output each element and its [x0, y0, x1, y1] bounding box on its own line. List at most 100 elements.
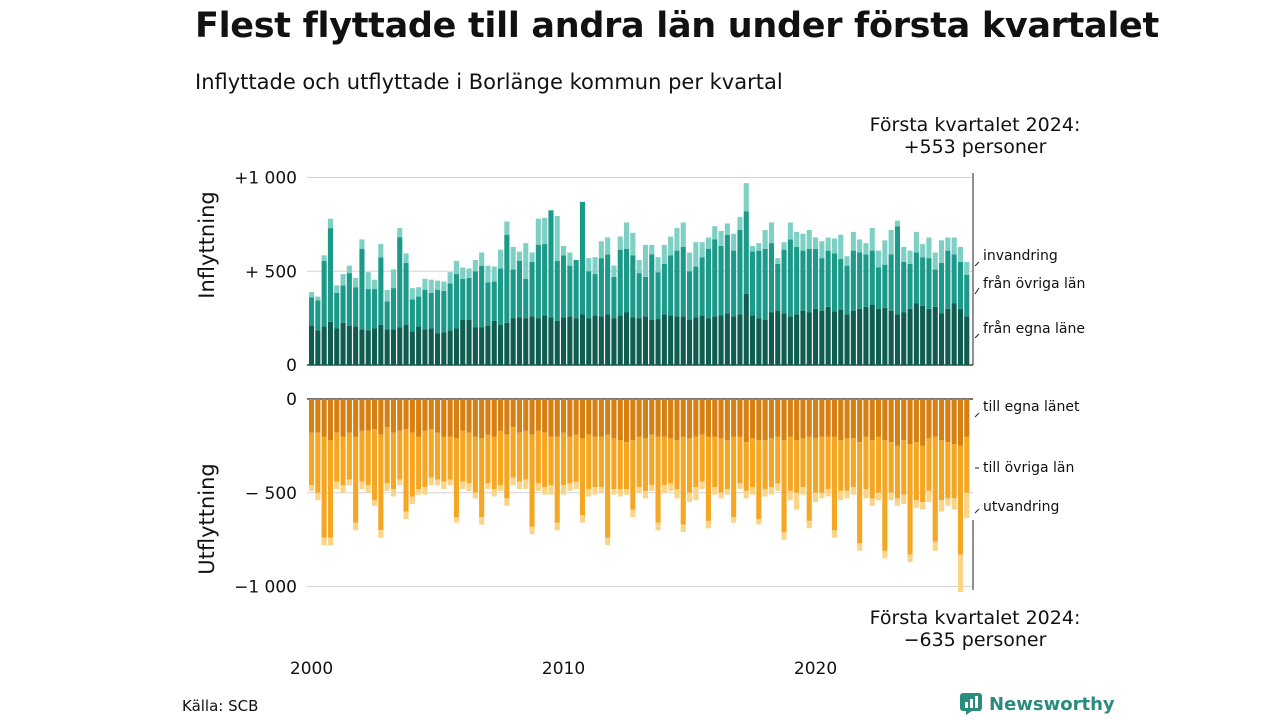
- bar-segment: [756, 318, 762, 365]
- bar-segment: [523, 430, 529, 480]
- bar-segment: [687, 438, 693, 493]
- series-label-leader: [974, 508, 980, 514]
- bar-segment: [479, 438, 485, 518]
- bar-segment: [939, 313, 945, 365]
- bar-segment: [353, 522, 359, 531]
- bar-segment: [309, 432, 315, 486]
- bars: [309, 183, 970, 593]
- bar-segment: [598, 258, 604, 317]
- bar-segment: [535, 430, 541, 484]
- bar-segment: [907, 444, 913, 555]
- bar-segment: [516, 317, 522, 365]
- callout-outflow-line1: Första kvartalet 2024:: [869, 607, 1081, 629]
- bar-segment: [718, 492, 724, 499]
- bar-segment: [932, 269, 938, 307]
- bar-segment: [655, 399, 661, 437]
- bar-segment: [309, 399, 315, 433]
- bar-segment: [617, 399, 623, 441]
- bar-segment: [453, 274, 459, 329]
- bar-segment: [932, 252, 938, 270]
- bar-segment: [327, 399, 333, 441]
- bar-segment: [825, 306, 831, 365]
- bar-segment: [655, 272, 661, 320]
- bar-segment: [447, 479, 453, 486]
- bar-segment: [573, 434, 579, 482]
- bar-segment: [882, 264, 888, 308]
- bar-segment: [661, 399, 667, 437]
- bar-segment: [882, 440, 888, 551]
- bar-segment: [712, 399, 718, 437]
- bar-segment: [359, 248, 365, 330]
- bar-segment: [831, 399, 837, 437]
- bar-segment: [460, 399, 466, 431]
- series-label-leader: [974, 412, 980, 418]
- bar-segment: [964, 316, 970, 365]
- bar-segment: [346, 265, 352, 274]
- bar-segment: [831, 238, 837, 254]
- bar-segment: [894, 498, 900, 506]
- bar-segment: [447, 399, 453, 437]
- bar-segment: [750, 315, 756, 365]
- bar-segment: [334, 328, 340, 365]
- bar-segment: [390, 269, 396, 289]
- bar-segment: [957, 308, 963, 365]
- bar-segment: [926, 308, 932, 365]
- bar-segment: [630, 509, 636, 518]
- bar-segment: [794, 314, 800, 365]
- bar-segment: [794, 440, 800, 493]
- bar-segment: [762, 399, 768, 441]
- bar-segment: [397, 399, 403, 431]
- bar-segment: [680, 436, 686, 525]
- bar-segment: [472, 271, 478, 328]
- bar-segment: [705, 318, 711, 365]
- series-label: invandring: [983, 248, 1058, 264]
- bar-segment: [624, 312, 630, 365]
- bar-segment: [687, 271, 693, 320]
- bar-segment: [844, 265, 850, 315]
- bar-segment: [718, 399, 724, 439]
- bar-segment: [737, 230, 743, 315]
- bar-segment: [920, 445, 926, 503]
- bar-segment: [403, 324, 409, 365]
- bar-segment: [460, 267, 466, 279]
- bar-segment: [831, 530, 837, 538]
- bar-segment: [567, 483, 573, 491]
- bar-segment: [491, 399, 497, 437]
- bar-segment: [687, 492, 693, 503]
- bar-segment: [384, 301, 390, 330]
- bar-segment: [353, 277, 359, 288]
- bar-segment: [750, 438, 756, 488]
- bar-segment: [712, 226, 718, 240]
- bar-segment: [907, 250, 913, 264]
- brand-logo: Newsworthy: [960, 693, 1115, 715]
- bar-segment: [579, 201, 585, 315]
- bar-segment: [579, 515, 585, 523]
- bar-segment: [624, 442, 630, 489]
- bar-segment: [939, 262, 945, 314]
- bar-segment: [466, 432, 472, 484]
- bar-segment: [951, 444, 957, 499]
- bar-segment: [611, 318, 617, 365]
- bar-segment: [378, 324, 384, 365]
- bar-segment: [756, 519, 762, 525]
- bar-segment: [409, 399, 415, 433]
- bar-segment: [390, 399, 396, 433]
- bar-segment: [813, 399, 819, 439]
- bar-segment: [340, 436, 346, 486]
- bar-segment: [447, 330, 453, 365]
- bar-segment: [731, 517, 737, 523]
- bar-segment: [617, 315, 623, 365]
- bar-segment: [397, 479, 403, 486]
- bar-segment: [939, 500, 945, 512]
- bar-segment: [920, 305, 926, 365]
- bar-segment: [907, 308, 913, 365]
- bar-segment: [838, 399, 844, 441]
- bar-segment: [693, 242, 699, 267]
- bar-segment: [787, 490, 793, 501]
- bar-segment: [479, 399, 485, 439]
- bar-segment: [327, 440, 333, 538]
- bar-segment: [712, 316, 718, 365]
- bar-segment: [453, 328, 459, 365]
- bar-segment: [611, 265, 617, 277]
